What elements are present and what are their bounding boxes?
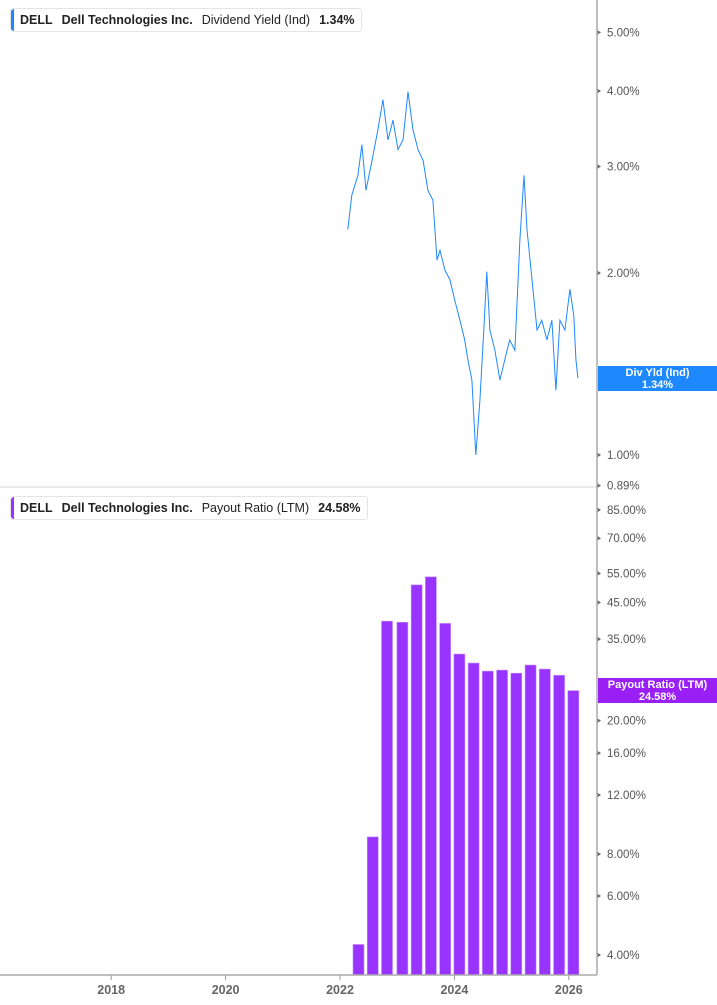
payout-bar [410, 584, 423, 976]
y-tick-label: 35.00% [607, 634, 646, 646]
y-tick-label: 5.00% [607, 27, 640, 39]
dividend-yield-line [347, 91, 579, 456]
payout-bar [396, 621, 409, 976]
tick-mark [597, 718, 601, 724]
tick-mark [597, 270, 601, 276]
y-tick-label: 55.00% [607, 568, 646, 580]
tick-mark [597, 507, 601, 513]
metric-value: 24.58% [318, 501, 361, 515]
x-tick-label: 2024 [440, 983, 468, 997]
company-name: Dell Technologies Inc. [61, 13, 193, 27]
payout-bar [439, 623, 451, 976]
payout-bar [425, 576, 437, 976]
ticker: DELL [20, 13, 53, 27]
tick-mark [597, 452, 601, 458]
tick-mark [597, 483, 601, 489]
y-tick-label: 0.89% [607, 481, 640, 493]
y-tick-label: 16.00% [607, 748, 646, 760]
y-tick-label: 12.00% [607, 790, 646, 802]
y-tick-label: 4.00% [607, 86, 640, 98]
payout-bar [510, 672, 523, 976]
y-tick-label: 2.00% [607, 268, 640, 280]
x-tick-label: 2018 [97, 983, 125, 997]
x-tick-label: 2026 [555, 983, 583, 997]
payout-bars [352, 576, 580, 976]
tick-mark [597, 792, 601, 798]
y-tick-label: 8.00% [607, 849, 640, 861]
tick-mark [597, 893, 601, 899]
x-tick-label: 2020 [212, 983, 240, 997]
yield-value-flag: Div Yld (Ind) 1.34% [598, 366, 717, 391]
y-tick-label: 3.00% [607, 162, 640, 174]
series-color-swatch [11, 9, 14, 31]
flag-label: Payout Ratio (LTM) [607, 679, 708, 691]
tick-mark [597, 636, 601, 642]
flag-value: 1.34% [641, 379, 674, 391]
tick-mark [597, 952, 601, 958]
payout-bar [352, 944, 365, 976]
payout-bar [524, 664, 537, 976]
ticker: DELL [20, 501, 53, 515]
payout-bar [482, 670, 494, 976]
payout-value-flag: Payout Ratio (LTM) 24.58% [598, 678, 717, 703]
payout-bar [366, 836, 379, 976]
series-color-swatch [11, 497, 14, 519]
metric-value: 1.34% [319, 13, 355, 27]
tick-mark [597, 851, 601, 857]
top-y-axis: 5.00% 4.00% 3.00% 2.00% 1.00% 0.89% [597, 27, 640, 493]
x-tick-label: 2022 [326, 983, 354, 997]
y-tick-label: 20.00% [607, 716, 646, 728]
tick-mark [597, 570, 601, 576]
top-legend[interactable]: DELL Dell Technologies Inc. Dividend Yie… [10, 8, 362, 32]
company-name: Dell Technologies Inc. [61, 501, 193, 515]
tick-mark [597, 29, 601, 35]
payout-bar [539, 668, 551, 976]
metric-name: Payout Ratio (LTM) [201, 501, 310, 515]
tick-mark [597, 535, 601, 541]
payout-bar [381, 620, 393, 976]
y-tick-label: 70.00% [607, 533, 646, 545]
y-tick-label: 85.00% [607, 505, 646, 517]
payout-bar [496, 669, 508, 976]
y-tick-label: 45.00% [607, 598, 646, 610]
payout-bar [553, 675, 565, 976]
flag-label: Div Yld (Ind) [625, 367, 690, 379]
tick-mark [597, 600, 601, 606]
x-axis: 2018 2020 2022 2024 2026 [97, 975, 583, 997]
payout-bar [453, 653, 466, 976]
y-tick-label: 6.00% [607, 891, 640, 903]
tick-mark [597, 164, 601, 170]
flag-value: 24.58% [638, 691, 677, 703]
bottom-legend[interactable]: DELL Dell Technologies Inc. Payout Ratio… [10, 496, 368, 520]
metric-name: Dividend Yield (Ind) [201, 13, 311, 27]
tick-mark [597, 88, 601, 94]
bottom-y-axis: 85.00% 70.00% 55.00% 45.00% 35.00% 20.00% 16.0… [597, 505, 646, 962]
y-tick-label: 1.00% [607, 450, 640, 462]
payout-bar [467, 662, 480, 976]
tick-mark [597, 750, 601, 756]
y-tick-label: 4.00% [607, 950, 640, 962]
payout-bar [567, 690, 580, 976]
